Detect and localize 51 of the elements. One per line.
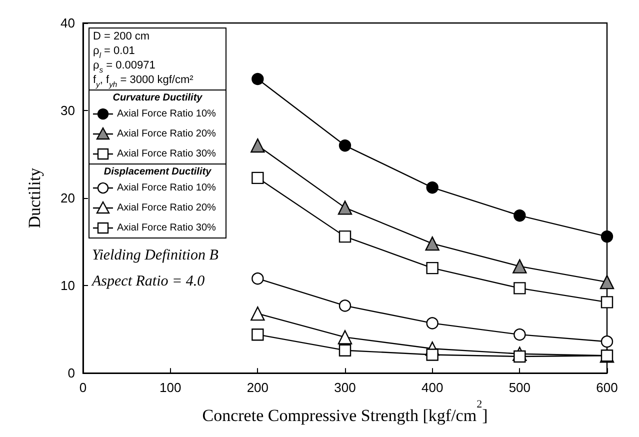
legend-label: Axial Force Ratio 30% [117,148,216,160]
y-tick-label: 20 [60,190,75,206]
point [600,274,614,290]
point [514,350,526,363]
legend-label: Axial Force Ratio 30% [117,222,216,234]
point [600,349,614,362]
point [338,330,352,344]
point [600,296,614,308]
legend-label: Axial Force Ratio 10% [117,182,216,194]
x-tick-label: 600 [596,380,618,396]
point [600,230,614,243]
point [252,172,264,184]
x-tick-label: 500 [508,380,531,396]
point [512,259,527,274]
point [426,262,438,274]
x-tick-label: 200 [246,380,269,396]
point [250,138,265,153]
y-axis-title: Ductility [25,167,44,228]
point [514,209,526,222]
x-tick-label: 100 [159,380,182,396]
point [426,317,438,330]
x-tick-label: 0 [79,380,87,396]
legend-label: Axial Force Ratio 10% [117,108,216,120]
point [250,306,265,321]
point [514,328,526,341]
y-tick-label: 40 [60,16,75,30]
point [338,300,352,312]
x-tick-label: 300 [334,380,356,396]
annotation: Aspect Ratio = 4.0 [91,274,206,290]
annotation: D = 200 cm [93,30,150,42]
annotation: Curvature Ductility [112,92,203,104]
point [338,230,352,243]
y-tick-label: 30 [60,103,75,118]
point [514,282,526,294]
point [338,344,352,356]
point [338,200,352,215]
legend-label: Axial Force Ratio 20% [117,202,216,214]
x-tick-label: 400 [421,380,444,396]
point [252,328,264,341]
point [338,139,352,152]
annotation: Displacement Ductility [104,166,212,178]
annotation: Yielding Definition B [92,248,218,264]
point [426,348,438,361]
y-tick-label: 10 [60,278,75,294]
y-tick-label: 0 [68,366,75,381]
point [600,335,614,348]
point [426,181,438,194]
point [252,272,264,285]
point [252,72,264,86]
point [425,236,440,251]
legend-label: Axial Force Ratio 20% [117,128,216,140]
